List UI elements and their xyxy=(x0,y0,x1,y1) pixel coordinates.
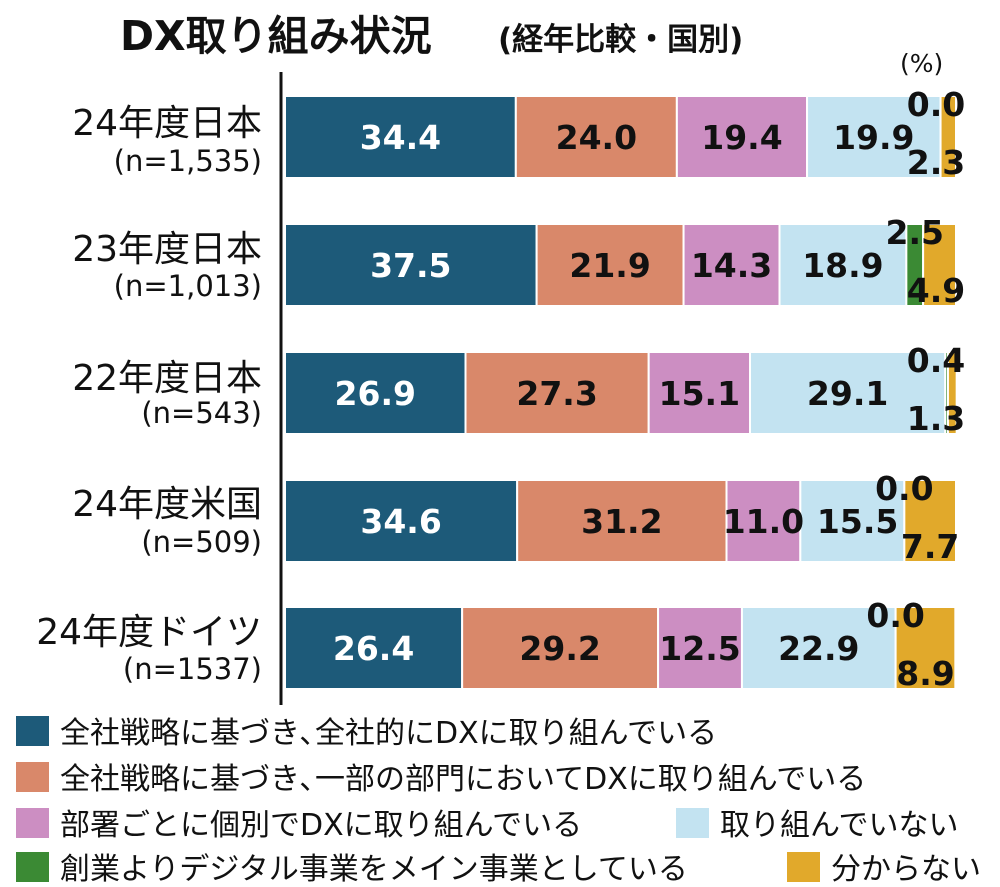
category-sample-size: (n=1,535) xyxy=(114,144,262,178)
value-label: 8.9 xyxy=(896,654,954,693)
bars-group: 34.4 24.0 19.4 19.90.02.337.5 21.9 14.3 18.92.… xyxy=(284,85,965,693)
legend-label: 創業よりデジタル事業をメイン事業としている xyxy=(60,852,688,887)
category-name: 24年度ドイツ xyxy=(36,612,262,653)
category-sample-size: (n=1537) xyxy=(123,652,262,686)
value-label: 14.3 xyxy=(691,246,772,285)
category-sample-size: (n=543) xyxy=(141,396,262,430)
category-sample-size: (n=1,013) xyxy=(114,269,262,303)
bar-segment xyxy=(514,95,678,179)
legend-swatch xyxy=(787,852,820,882)
value-label: 15.5 xyxy=(817,502,898,541)
legend-label: 全社戦略に基づき､一部の部門においてDXに取り組んでいる xyxy=(60,762,866,797)
value-label: 0.0 xyxy=(907,85,965,124)
chart-subtitle: (経年比較・国別) xyxy=(498,22,743,58)
legend-label: 分からない xyxy=(831,852,981,887)
value-label: 29.2 xyxy=(519,629,600,668)
bar-segment xyxy=(939,95,958,179)
value-label: 12.5 xyxy=(659,629,740,668)
bar-segment xyxy=(535,223,685,307)
value-label: 22.9 xyxy=(778,629,859,668)
bar-segment xyxy=(903,479,958,563)
bar-segment xyxy=(740,606,897,690)
category-labels: 24年度日本(n=1,535)23年度日本(n=1,013)22年度日本(n=5… xyxy=(36,103,262,686)
legend-swatch xyxy=(16,762,49,792)
value-label: 2.5 xyxy=(885,213,943,252)
value-label: 26.4 xyxy=(333,629,414,668)
bar-segment xyxy=(799,479,906,563)
category-name: 22年度日本 xyxy=(72,358,262,399)
category-sample-size: (n=509) xyxy=(141,525,262,559)
value-label: 31.2 xyxy=(581,502,662,541)
value-label: 15.1 xyxy=(659,374,740,413)
value-label: 0.0 xyxy=(866,596,924,635)
legend-label: 部署ごとに個別でDXに取り組んでいる xyxy=(60,808,582,843)
value-label: 26.9 xyxy=(335,374,416,413)
legend-label: 取り組んでいない xyxy=(720,808,959,843)
value-label: 24.0 xyxy=(556,118,637,157)
value-label: 19.9 xyxy=(833,118,914,157)
category-name: 23年度日本 xyxy=(72,229,262,270)
value-label: 2.3 xyxy=(907,143,965,182)
value-label: 29.1 xyxy=(807,374,888,413)
bar-segment xyxy=(894,606,957,690)
bar-segment xyxy=(657,606,743,690)
value-label: 34.4 xyxy=(360,118,441,157)
bar-segment xyxy=(749,351,947,435)
value-label: 37.5 xyxy=(370,246,451,285)
value-label: 34.6 xyxy=(360,502,441,541)
value-label: 4.9 xyxy=(907,271,965,310)
value-label: 11.0 xyxy=(723,502,804,541)
value-label: 0.4 xyxy=(907,341,965,380)
value-label: 19.4 xyxy=(701,118,782,157)
legend-swatch xyxy=(16,716,49,746)
chart-title: DX取り組み状況 xyxy=(120,12,432,60)
legend: 全社戦略に基づき､全社的にDXに取り組んでいる全社戦略に基づき､一部の部門におい… xyxy=(16,716,981,887)
unit-label: (%) xyxy=(900,49,943,78)
legend-swatch xyxy=(16,852,49,882)
bar-segment xyxy=(946,351,958,435)
value-label: 1.3 xyxy=(907,399,965,438)
value-label: 18.9 xyxy=(802,246,883,285)
bar-segment xyxy=(675,95,809,179)
value-label: 7.7 xyxy=(901,527,959,566)
value-label: 27.3 xyxy=(516,374,597,413)
bar-segment xyxy=(284,223,538,307)
bar-segment xyxy=(464,351,650,435)
legend-swatch xyxy=(676,808,709,838)
value-label: 0.0 xyxy=(875,469,933,508)
value-label: 21.9 xyxy=(569,246,650,285)
bar-segment xyxy=(725,479,802,563)
category-name: 24年度日本 xyxy=(72,103,262,144)
bar-segment xyxy=(461,606,660,690)
bar-segment xyxy=(922,223,957,307)
category-name: 24年度米国 xyxy=(72,484,262,525)
legend-label: 全社戦略に基づき､全社的にDXに取り組んでいる xyxy=(60,716,717,751)
legend-swatch xyxy=(16,808,49,838)
